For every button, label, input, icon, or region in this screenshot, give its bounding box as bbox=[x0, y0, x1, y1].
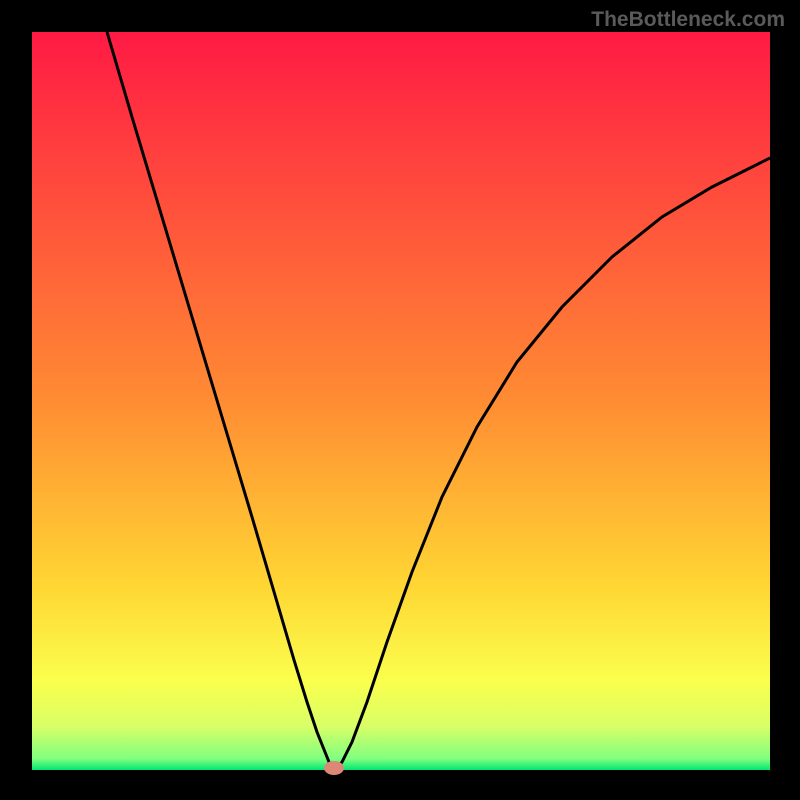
plot-area bbox=[32, 32, 770, 770]
bottleneck-curve bbox=[32, 32, 770, 770]
optimal-point-marker bbox=[324, 761, 344, 775]
chart-container: TheBottleneck.com bbox=[0, 0, 800, 800]
watermark-text: TheBottleneck.com bbox=[591, 8, 785, 32]
curve-path bbox=[107, 32, 770, 768]
